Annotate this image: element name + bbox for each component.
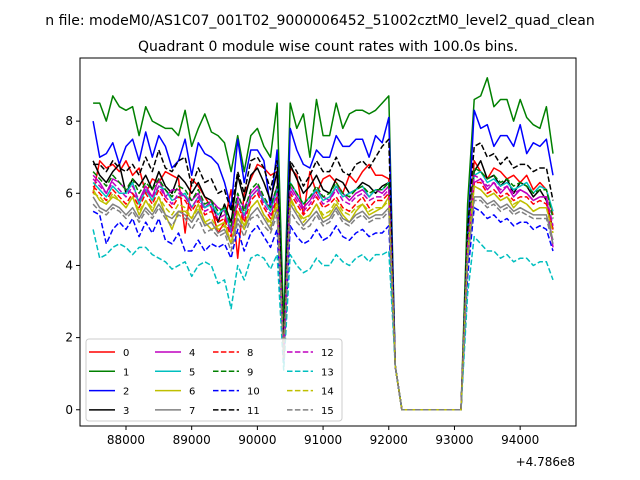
series-line-7 [92,196,554,411]
x-tick-label: 90000 [238,433,276,447]
legend-label: 10 [247,387,260,398]
legend-label: 9 [247,367,253,378]
series-line-15 [92,199,554,411]
x-tick-label: 89000 [173,433,211,447]
y-tick-label: 2 [65,331,73,345]
x-offset-label: +4.786e8 [516,455,575,469]
y-axis: 0 2 4 6 8 [65,114,80,417]
x-tick-label: 92000 [370,433,408,447]
series-line-2 [92,109,554,411]
y-tick-label: 8 [65,114,73,128]
x-axis: 88000 89000 90000 91000 92000 93000 94000 [107,426,539,447]
series-line-10 [92,206,554,411]
x-tick-label: 93000 [435,433,473,447]
legend-box [85,338,343,422]
chart-title: Quadrant 0 module wise count rates with … [138,39,518,55]
plot-area [79,57,577,427]
series-line-0 [92,160,554,411]
series-line-5 [92,170,554,411]
legend-label: 15 [321,406,334,417]
series-line-11 [93,138,554,411]
legend-label: 7 [189,406,195,417]
legend-label: 8 [247,348,253,359]
legend-label: 12 [321,348,334,359]
series-line-6 [92,185,554,411]
legend-label: 3 [123,406,129,417]
figure-suptitle: n file: modeM0/AS1C07_001T02_9000006452_… [45,13,594,29]
legend-label: 14 [321,387,334,398]
legend-label: 5 [189,367,195,378]
legend-label: 2 [123,387,129,398]
legend-label: 11 [247,406,260,417]
x-tick-label: 88000 [107,433,145,447]
series-line-12 [92,174,554,411]
series-layer [92,77,554,411]
axes-frame [79,57,577,427]
x-tick-label: 94000 [501,433,539,447]
legend-label: 13 [321,367,334,378]
series-line-3 [92,160,554,411]
y-tick-label: 0 [65,403,73,417]
legend-label: 0 [123,348,129,359]
series-line-1 [93,77,554,411]
legend-label: 6 [189,387,195,398]
series-line-13 [92,229,554,411]
legend-label: 4 [189,348,195,359]
series-line-8 [92,181,554,411]
y-tick-label: 4 [65,258,73,272]
series-line-14 [92,185,554,411]
legend-label: 1 [123,367,129,378]
x-tick-label: 91000 [304,433,342,447]
y-tick-label: 6 [65,186,73,200]
series-line-9 [92,167,554,411]
